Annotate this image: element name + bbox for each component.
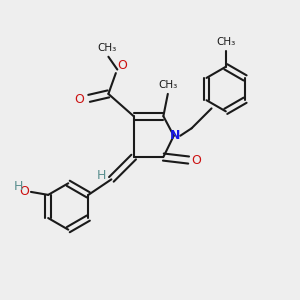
Text: N: N bbox=[170, 129, 180, 142]
Text: O: O bbox=[19, 184, 29, 197]
Text: H: H bbox=[13, 180, 22, 193]
Text: O: O bbox=[192, 154, 202, 166]
Text: O: O bbox=[75, 93, 85, 106]
Text: O: O bbox=[117, 58, 127, 72]
Text: CH₃: CH₃ bbox=[216, 38, 236, 47]
Text: H: H bbox=[97, 169, 106, 182]
Text: CH₃: CH₃ bbox=[97, 43, 116, 53]
Text: CH₃: CH₃ bbox=[158, 80, 177, 90]
